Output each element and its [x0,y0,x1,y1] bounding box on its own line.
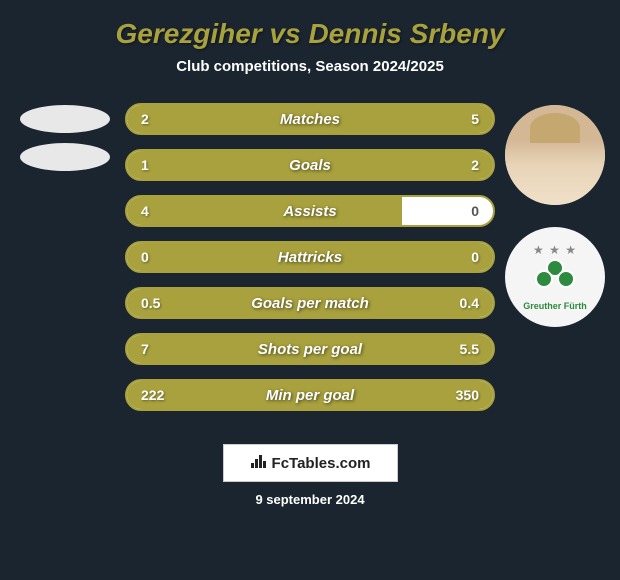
stat-label: Goals [289,157,331,174]
stat-label: Matches [280,111,340,128]
stat-left-value: 0.5 [141,295,160,311]
stat-right-value: 0 [471,249,479,265]
stat-label: Hattricks [278,249,342,266]
player-left-avatar-placeholder [20,105,110,133]
stars-icon: ★ ★ ★ [533,243,577,257]
footer-brand: FcTables.com [223,444,398,482]
stat-left-value: 4 [141,203,149,219]
player-right-avatar [505,105,605,205]
stat-right-value: 0.4 [460,295,479,311]
club-right-logo: ★ ★ ★ Greuther Fürth [505,227,605,327]
stat-left-value: 2 [141,111,149,127]
stat-right-value: 350 [456,387,479,403]
footer-date: 9 september 2024 [0,492,620,507]
stat-right-value: 0 [471,203,479,219]
player-face-icon [505,105,605,205]
stat-row: 0.5 0.4 Goals per match [125,287,495,319]
stat-row: 4 0 Assists [125,195,495,227]
stat-row: 222 350 Min per goal [125,379,495,411]
stat-left-bar: 1 [127,151,310,179]
stat-label: Min per goal [266,387,354,404]
right-avatar-column: ★ ★ ★ Greuther Fürth [505,95,605,419]
chart-icon [250,453,268,474]
club-right-name: Greuther Fürth [523,301,587,311]
stat-row: 1 2 Goals [125,149,495,181]
club-left-logo-placeholder [20,143,110,171]
stat-row: 2 5 Matches [125,103,495,135]
stat-right-value: 2 [471,157,479,173]
stat-left-value: 7 [141,341,149,357]
clover-icon [535,259,575,299]
stat-left-value: 1 [141,157,149,173]
stat-row: 0 0 Hattricks [125,241,495,273]
stat-right-bar [310,151,493,179]
stat-left-value: 0 [141,249,149,265]
stat-row: 7 5.5 Shots per goal [125,333,495,365]
footer-brand-text: FcTables.com [272,455,371,472]
stat-left-bar: 4 [127,197,402,225]
main-container: 25Matches12Goals40Assists00Hattricks0.50… [0,95,620,419]
stat-label: Assists [283,203,336,220]
stat-label: Shots per goal [258,341,362,358]
page-title: Gerezgiher vs Dennis Srbeny [0,0,620,58]
stat-left-value: 222 [141,387,164,403]
stat-right-value: 5.5 [460,341,479,357]
stat-label: Goals per match [251,295,369,312]
stats-container: 25Matches12Goals40Assists00Hattricks0.50… [115,95,505,419]
subtitle: Club competitions, Season 2024/2025 [0,58,620,95]
left-avatar-column [15,95,115,419]
stat-right-value: 5 [471,111,479,127]
